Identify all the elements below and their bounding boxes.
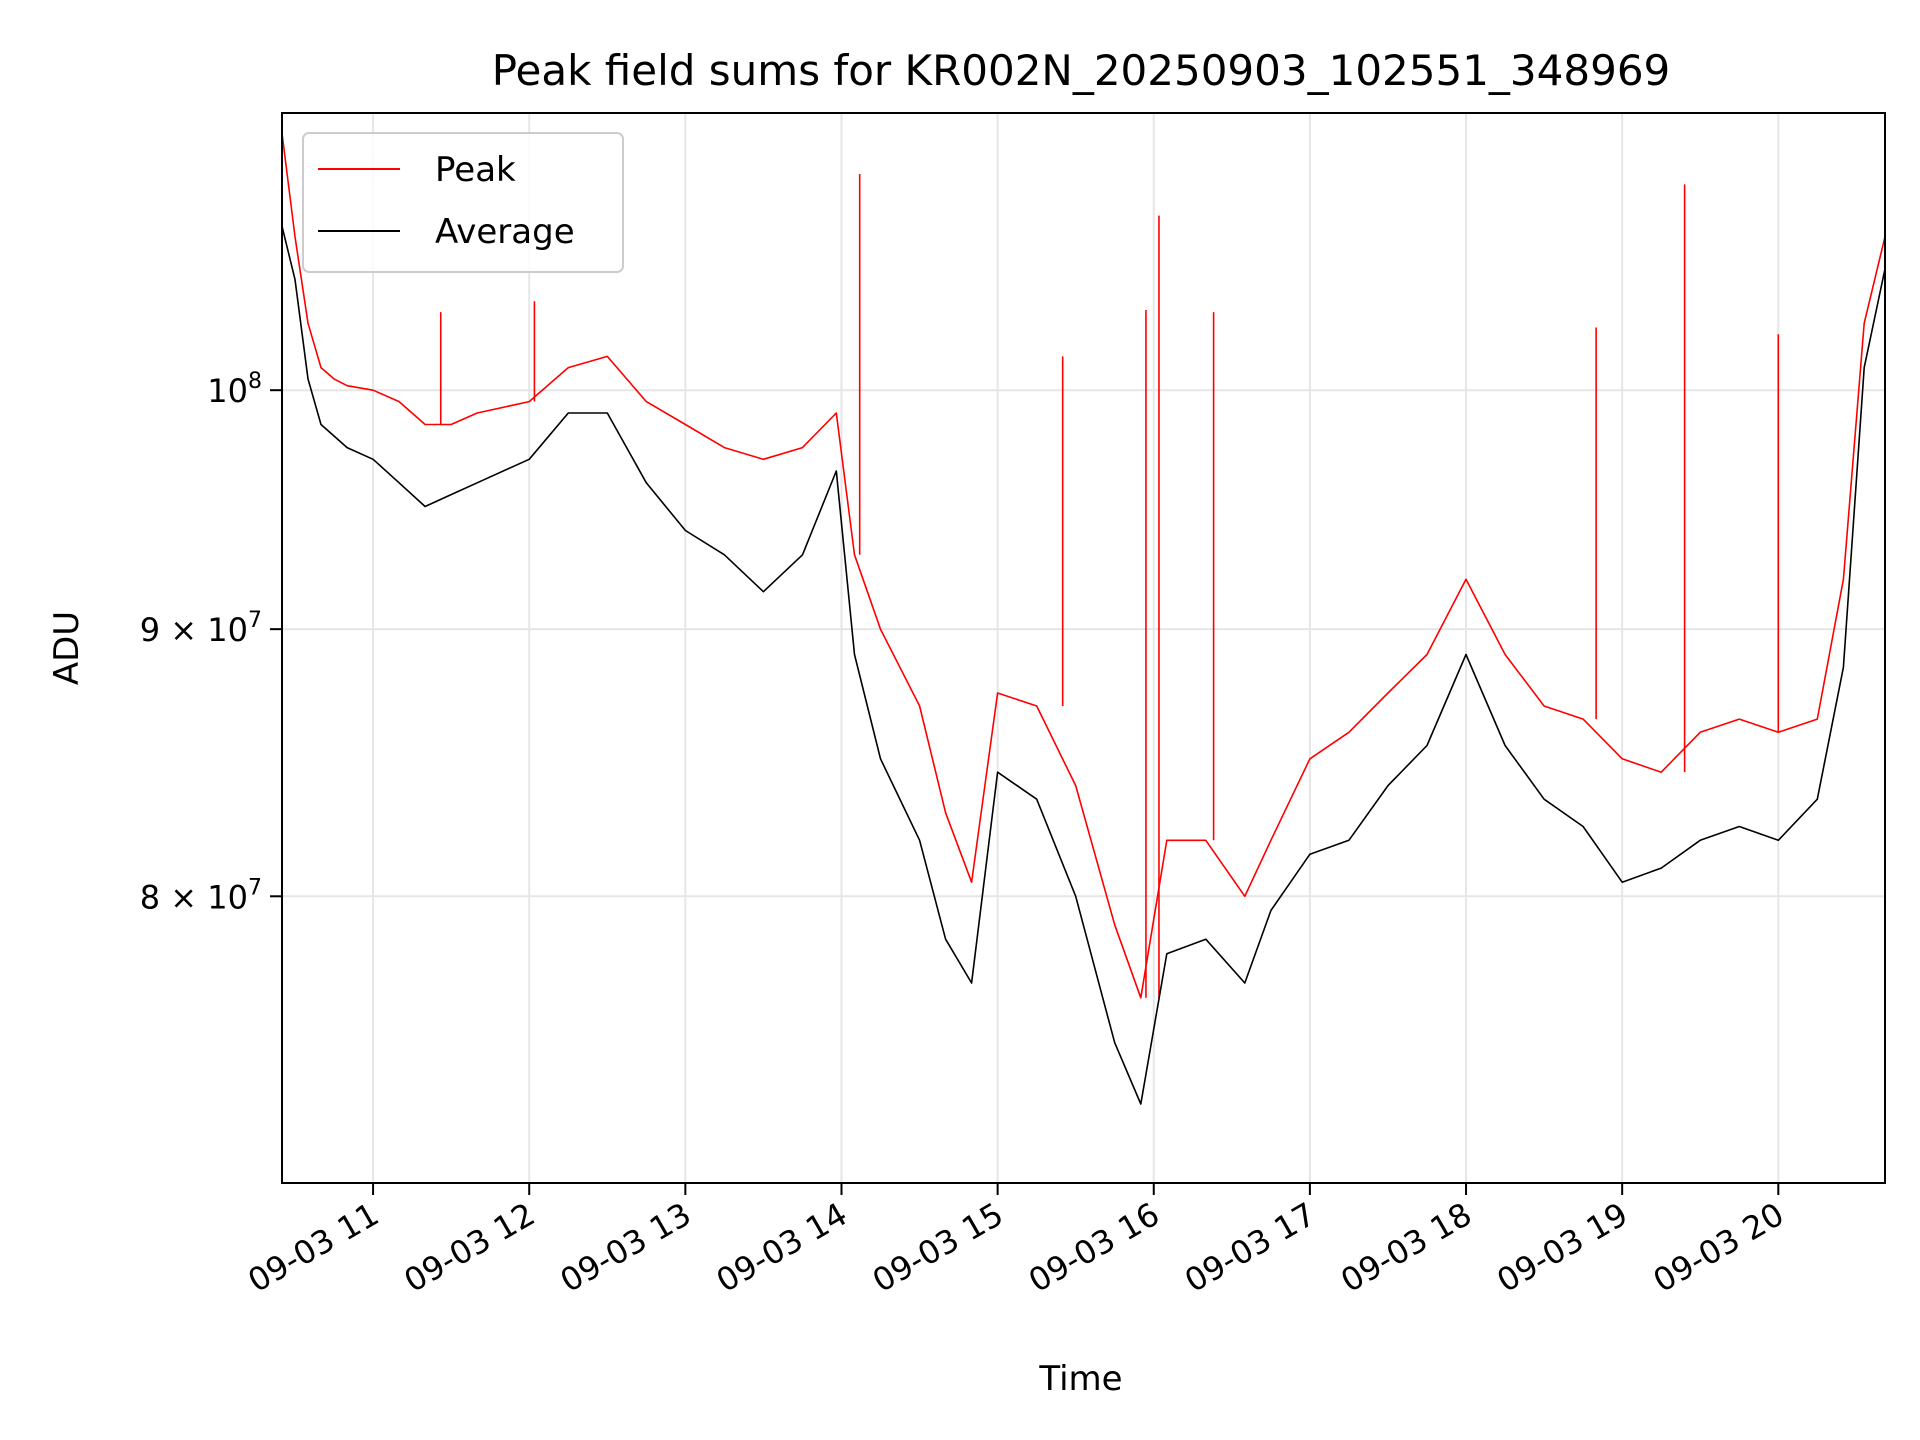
legend: Peak Average [302,132,624,273]
series-line-peak [282,133,1885,999]
legend-label-average: Average [435,212,575,252]
y-tick-label: 8 × 107 [140,875,262,916]
y-axis-label: ADU [47,611,87,685]
y-tick-label: 108 [207,369,262,410]
series-line-average [282,226,1885,1105]
chart-title: Peak field sums for KR002N_20250903_1025… [492,46,1671,95]
y-tick-label: 9 × 107 [140,608,262,649]
legend-box [302,132,624,273]
x-axis-label: Time [1038,1359,1122,1399]
plot-area [282,133,1885,1105]
legend-label-peak: Peak [435,150,516,190]
axes-frame [281,112,1886,1184]
